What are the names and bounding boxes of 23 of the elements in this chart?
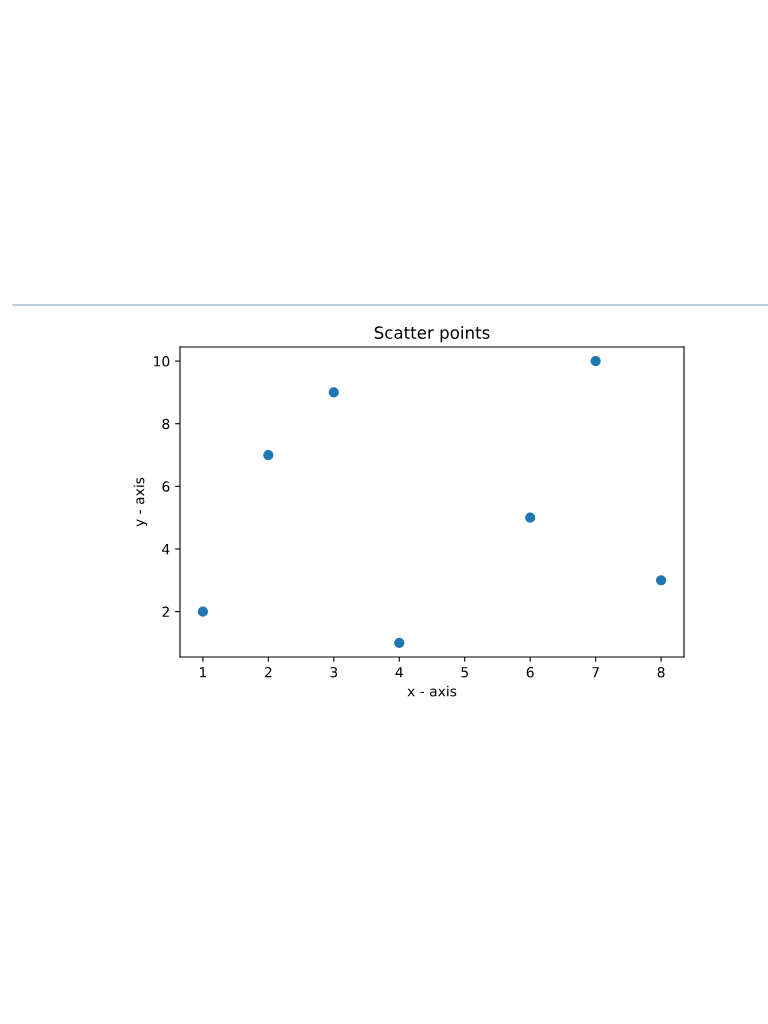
y-tick-label: 8 <box>162 418 170 430</box>
point <box>656 575 667 586</box>
y-tick-label: 2 <box>162 606 169 617</box>
y-axis-title: y - axis <box>133 477 148 527</box>
y-tick-label: 10 <box>154 356 170 367</box>
x-tick-label: 7 <box>592 667 599 678</box>
y-tick-label: 6 <box>162 481 170 492</box>
point <box>197 606 208 617</box>
x-tick-label: 6 <box>526 666 534 678</box>
x-tick-label: 4 <box>395 667 403 678</box>
point <box>394 637 405 648</box>
point <box>263 449 274 461</box>
x-axis-title: x - axis <box>407 685 457 697</box>
point <box>328 387 339 398</box>
x-tick-label: 5 <box>461 667 468 678</box>
x-tick-label: 8 <box>657 666 665 678</box>
y-tick-label: 4 <box>162 544 170 555</box>
point <box>590 356 601 367</box>
point <box>525 512 536 523</box>
x-tick-label: 2 <box>264 666 272 678</box>
chart-title: Scatter points <box>374 326 490 343</box>
x-tick-label: 1 <box>200 667 207 678</box>
x-tick-label: 3 <box>330 666 338 678</box>
